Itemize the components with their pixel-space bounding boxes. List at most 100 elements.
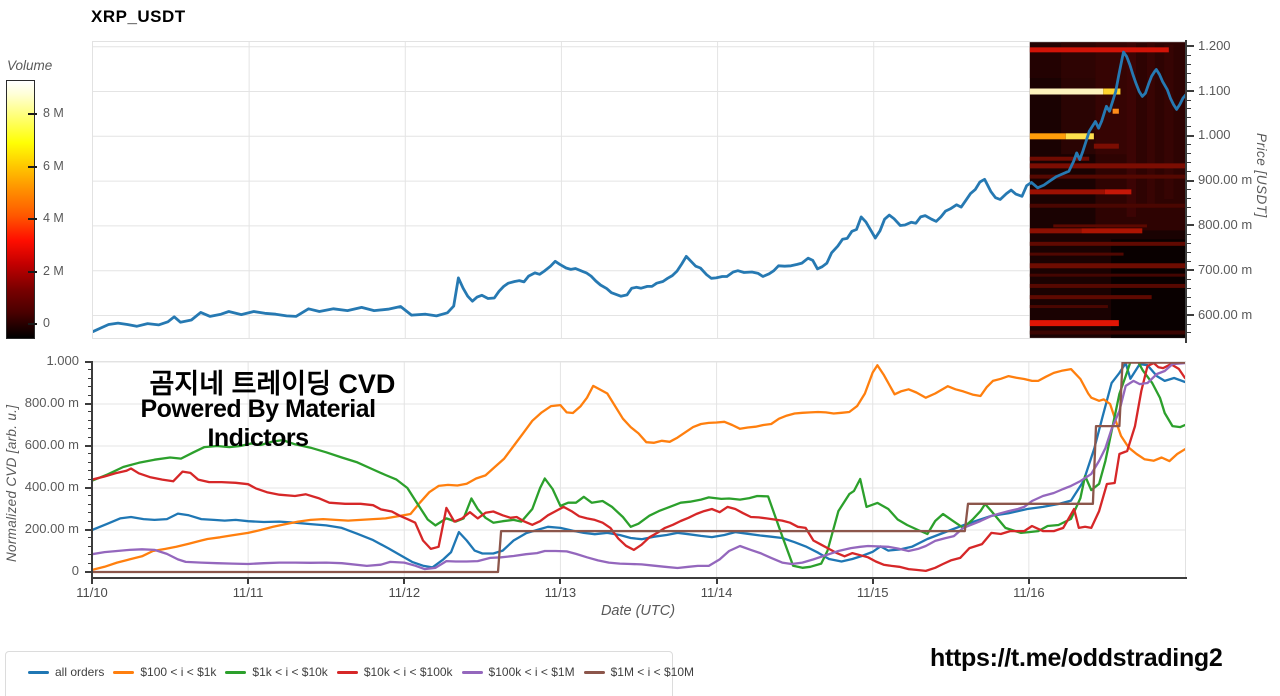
price-minor-tick xyxy=(1187,215,1191,217)
date-axis-title: Date (UTC) xyxy=(600,603,676,619)
cvd-minor-tick xyxy=(88,411,92,413)
telegram-link[interactable]: https://t.me/oddstrading2 xyxy=(930,644,1223,672)
cvd-minor-tick xyxy=(88,537,92,539)
date-tick-label: 11/13 xyxy=(544,585,577,600)
price-minor-tick xyxy=(1187,63,1191,65)
legend-swatch-orders_100k_1M xyxy=(461,670,483,674)
date-tick-label: 11/14 xyxy=(700,585,733,600)
legend-swatch-orders_1k_10k xyxy=(225,670,247,674)
cvd-tick-label: 0 xyxy=(71,563,79,578)
cvd-tick-label: 600.00 m xyxy=(24,437,79,452)
price-minor-tick xyxy=(1187,153,1191,155)
price-major-tick xyxy=(1187,314,1194,316)
legend-item-orders_100_1k: $100 < i < $1k xyxy=(113,665,216,679)
cvd-minor-tick xyxy=(88,419,92,421)
legend: all orders $100 < i < $1k $1k < i < $10k $1… xyxy=(5,651,694,696)
cvd-major-tick xyxy=(85,402,92,405)
date-tick xyxy=(871,578,874,584)
date-tick-label: 11/11 xyxy=(232,585,264,600)
cvd-line-orders_100_1k xyxy=(92,364,1185,572)
price-tick-label: 900.00 m xyxy=(1198,172,1253,188)
price-tick-label: 800.00 m xyxy=(1198,216,1253,232)
volume-tick xyxy=(28,323,37,325)
date-axis-spine xyxy=(91,577,1187,579)
volume-colorbar-label: Volume xyxy=(7,58,53,73)
date-tick-label: 11/12 xyxy=(388,585,421,600)
price-minor-tick xyxy=(1187,296,1191,298)
cvd-line-orders_100k_1M xyxy=(92,362,1185,571)
cvd-major-tick xyxy=(85,486,92,489)
cvd-line-all_orders xyxy=(92,362,1185,569)
price-minor-tick xyxy=(1187,305,1191,307)
price-major-tick xyxy=(1187,90,1194,92)
price-plot-area xyxy=(92,41,1186,339)
overlay-title: 곰지네 트레이딩 CVD xyxy=(149,369,396,399)
cvd-minor-tick xyxy=(88,386,92,388)
volume-tick xyxy=(28,270,37,273)
legend-swatch-orders_100_1k xyxy=(113,670,135,674)
price-major-tick xyxy=(1187,134,1194,137)
legend-items: all orders $100 < i < $1k $1k < i < $10k $1… xyxy=(28,665,694,679)
date-tick xyxy=(403,578,406,584)
cvd-minor-tick xyxy=(88,478,92,480)
cvd-major-tick xyxy=(85,570,92,573)
price-tick-label: 600.00 m xyxy=(1198,306,1253,322)
price-tick-label: 1.100 xyxy=(1198,82,1231,98)
price-minor-tick xyxy=(1187,233,1191,235)
price-chart-svg xyxy=(93,42,1186,338)
cvd-minor-tick xyxy=(88,461,92,463)
price-minor-tick xyxy=(1187,242,1191,244)
price-minor-tick xyxy=(1187,260,1191,262)
legend-label: $1k < i < $10k xyxy=(252,665,328,679)
legend-label: all orders xyxy=(55,665,105,679)
price-minor-tick xyxy=(1187,198,1191,199)
price-axis-spine xyxy=(1185,40,1187,343)
cvd-minor-tick xyxy=(88,436,92,438)
cvd-minor-tick xyxy=(88,369,92,371)
page-title: XRP_USDT xyxy=(91,7,186,26)
cvd-minor-tick xyxy=(88,428,92,430)
legend-label: $10k < i < $100k xyxy=(363,665,453,679)
date-tick xyxy=(91,578,93,584)
price-minor-tick xyxy=(1187,287,1191,289)
price-minor-tick xyxy=(1187,72,1191,74)
date-tick xyxy=(1027,578,1030,584)
legend-item-orders_10k_100k: $10k < i < $100k xyxy=(336,665,453,679)
cvd-minor-tick xyxy=(88,470,92,472)
cvd-major-tick xyxy=(85,360,92,363)
legend-item-all_orders: all orders xyxy=(28,665,104,679)
cvd-minor-tick xyxy=(88,503,92,505)
cvd-chart-svg xyxy=(92,362,1185,579)
cvd-minor-tick xyxy=(88,377,92,379)
volume-tick xyxy=(28,113,37,115)
date-tick xyxy=(247,578,250,584)
cvd-tick-label: 1.000 xyxy=(46,353,79,368)
price-minor-tick xyxy=(1187,189,1191,191)
cvd-line-orders_1k_10k xyxy=(92,362,1185,569)
price-minor-tick xyxy=(1187,323,1191,325)
price-tick-label: 1.000 xyxy=(1198,127,1231,143)
legend-item-orders_100k_1M: $100k < i < $1M xyxy=(461,665,575,679)
price-minor-tick xyxy=(1187,144,1191,146)
volume-heatmap xyxy=(1029,42,1186,338)
cvd-minor-tick xyxy=(88,554,92,556)
volume-tick-label: 2 M xyxy=(43,263,64,278)
price-minor-tick xyxy=(1187,278,1191,280)
price-minor-tick xyxy=(1187,162,1191,164)
cvd-major-tick xyxy=(85,528,92,531)
price-minor-tick xyxy=(1187,54,1191,56)
date-tick-label: 11/16 xyxy=(1013,585,1045,600)
price-major-tick xyxy=(1187,45,1194,48)
cvd-minor-tick xyxy=(88,520,92,522)
cvd-line-orders_10k_100k xyxy=(92,362,1185,573)
legend-label: $1M < i < $10M xyxy=(610,665,694,679)
price-minor-tick xyxy=(1187,126,1191,128)
price-axis-title: Price [USDT] xyxy=(1254,133,1269,218)
volume-tick-label: 8 M xyxy=(43,106,64,120)
price-minor-tick xyxy=(1187,251,1191,253)
cvd-minor-tick xyxy=(88,562,92,564)
volume-tick-label: 4 M xyxy=(43,211,64,225)
volume-colorbar-ticks: 8 M 6 M 4 M 2 M 0 xyxy=(28,80,98,337)
price-minor-tick xyxy=(1187,332,1191,334)
